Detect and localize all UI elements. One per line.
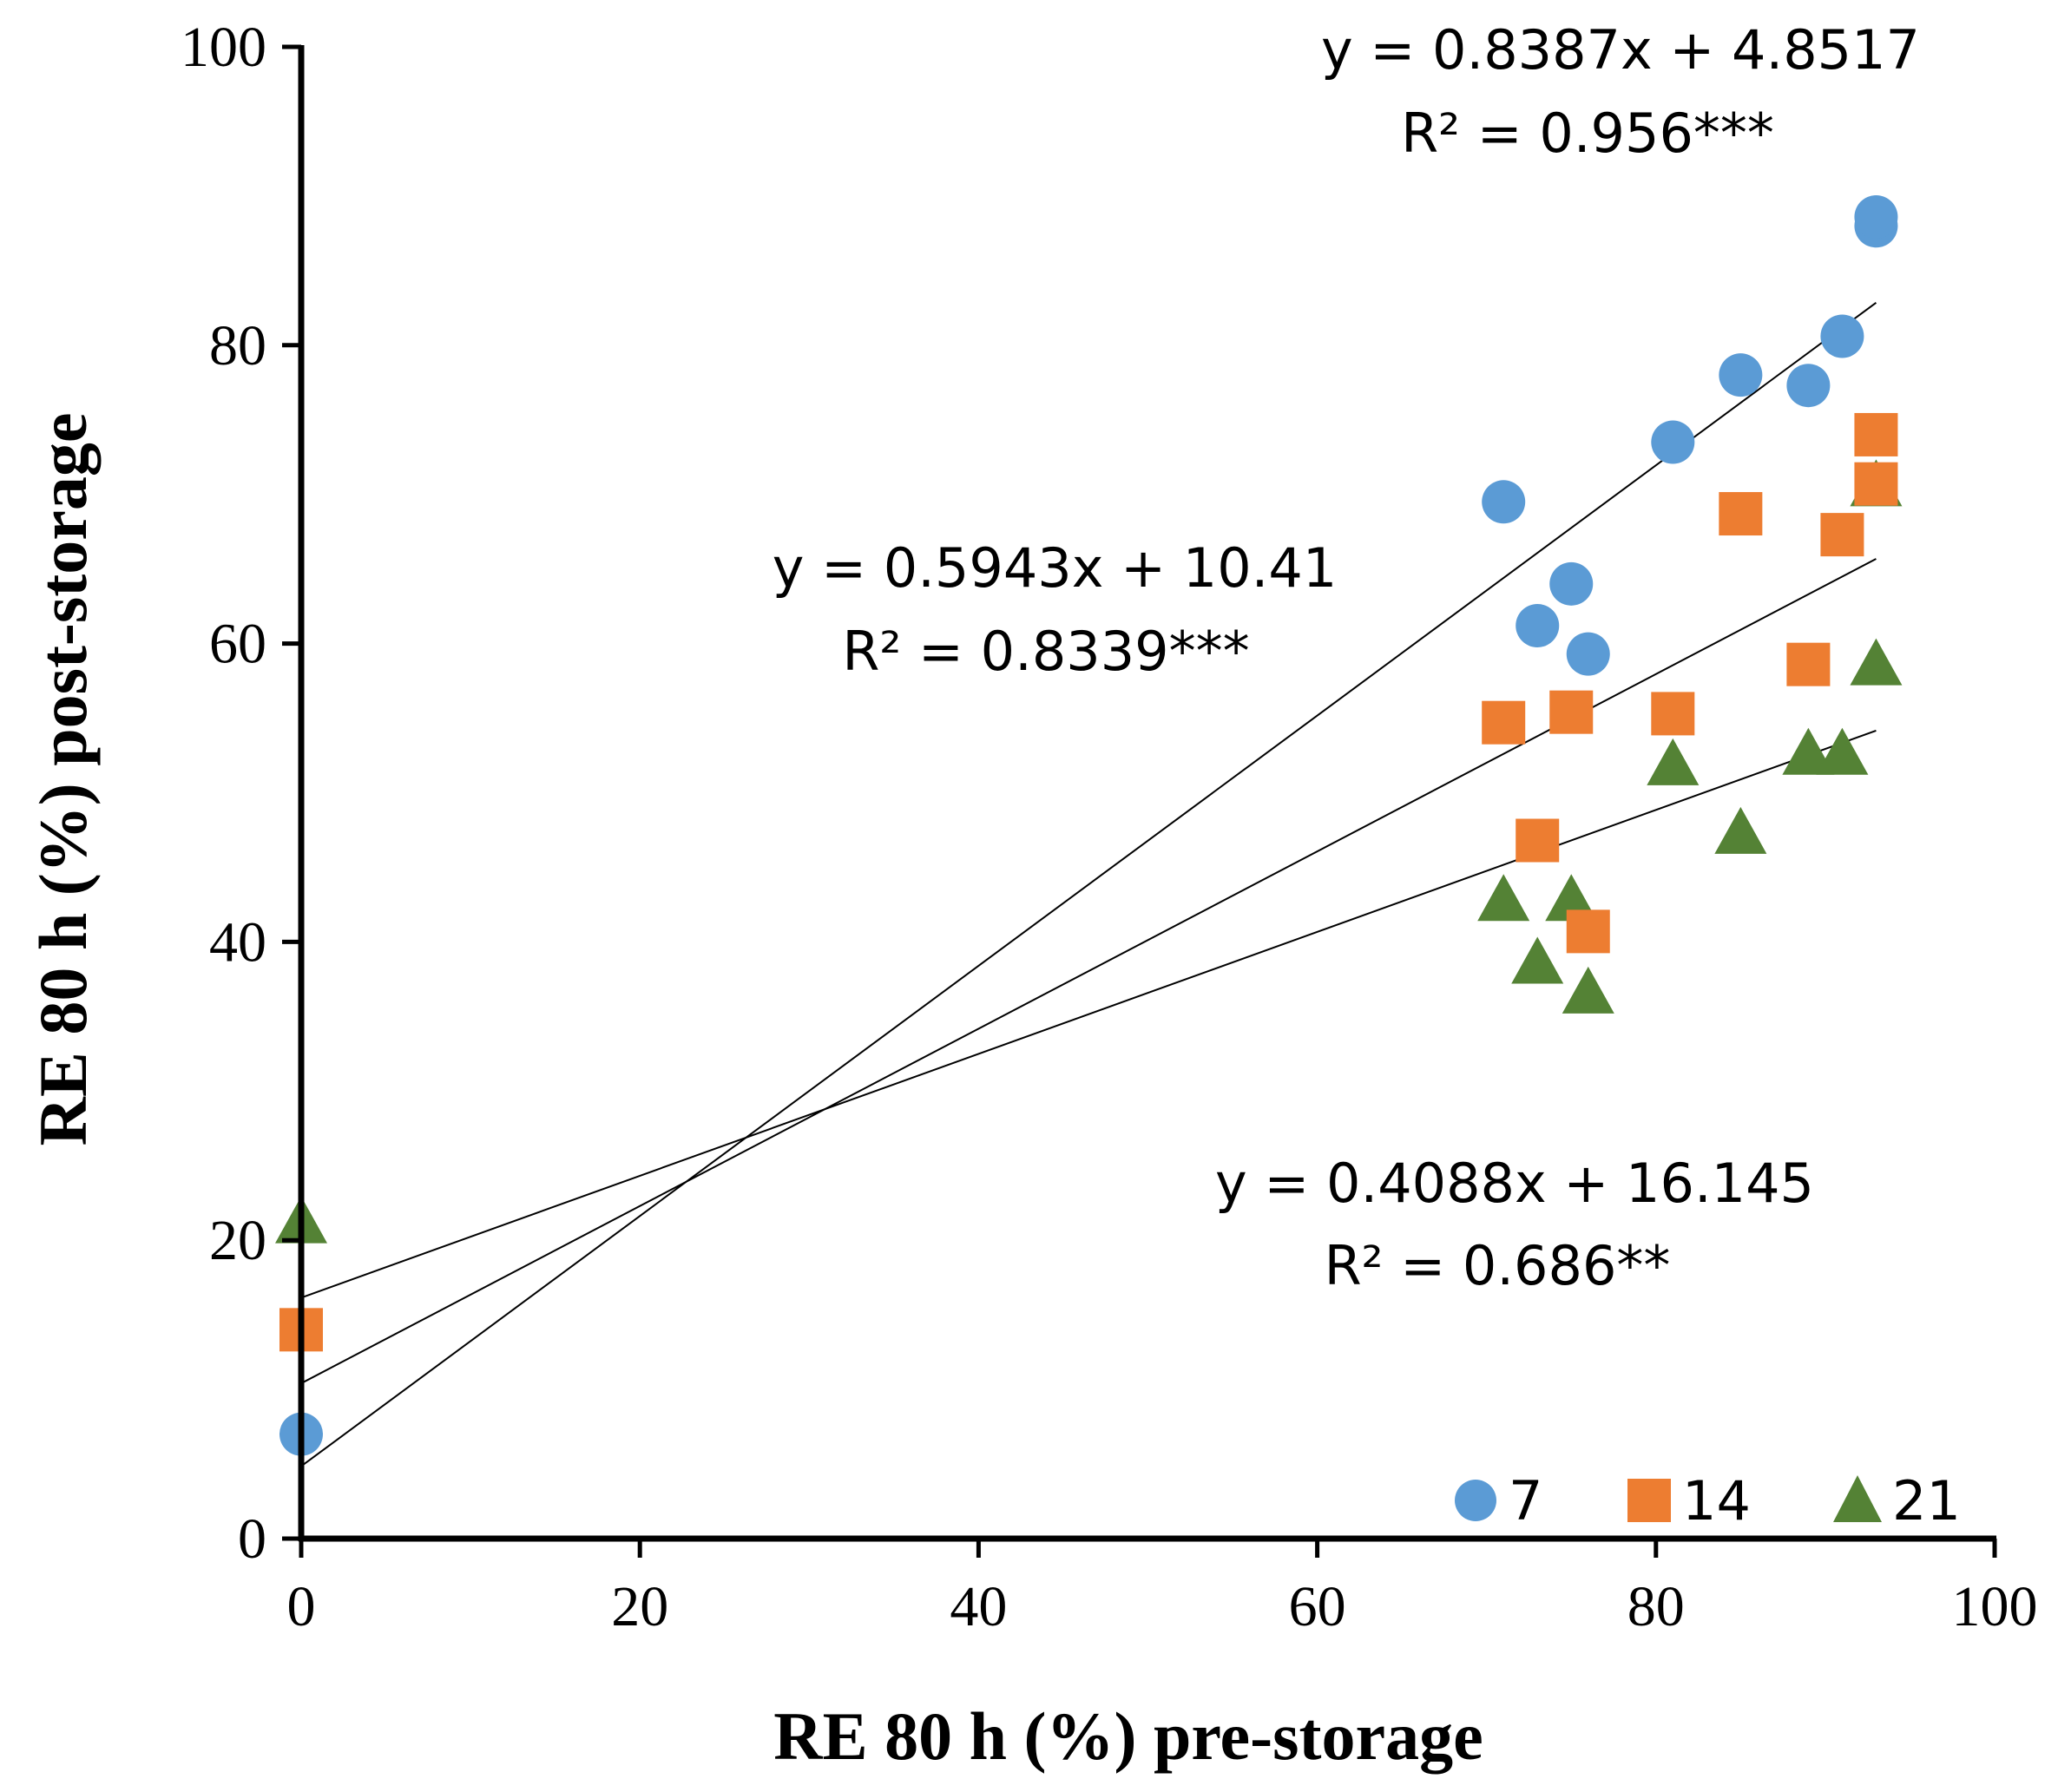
point-series-14-10	[1854, 462, 1898, 506]
point-series-21-4	[1562, 966, 1614, 1014]
point-series-21-3	[1545, 874, 1598, 922]
y-tick-label-0: 0	[238, 1507, 266, 1571]
legend-marker-14	[1627, 1479, 1671, 1522]
point-series-7-7	[1786, 364, 1831, 408]
point-series-14-3	[1549, 690, 1594, 734]
x-tick-label-5: 100	[1952, 1575, 2038, 1638]
equation-series-14: y = 0.5943x + 10.41	[773, 536, 1338, 600]
y-tick-label-1: 20	[209, 1209, 266, 1272]
x-tick-label-4: 80	[1627, 1575, 1685, 1638]
x-tick-label-3: 60	[1289, 1575, 1346, 1638]
point-series-7-4	[1566, 632, 1610, 676]
x-axis-title: RE 80 h (%) pre-storage	[773, 1698, 1483, 1774]
equation-series-21: y = 0.4088x + 16.145	[1215, 1152, 1814, 1215]
x-tick-label-0: 0	[287, 1575, 316, 1638]
y-tick-label-3: 60	[209, 613, 266, 676]
legend-label-14: 14	[1682, 1469, 1751, 1533]
point-series-14-9	[1854, 412, 1898, 456]
point-series-7-10	[1854, 194, 1898, 239]
point-series-21-6	[1714, 806, 1767, 854]
point-series-7-1	[1482, 480, 1526, 524]
point-series-21-5	[1647, 738, 1700, 785]
x-tick-label-1: 20	[611, 1575, 668, 1638]
legend: 7 14 21	[1455, 1469, 1961, 1533]
y-tick-label-2: 40	[209, 910, 266, 974]
point-series-7-8	[1820, 314, 1864, 358]
point-series-21-9	[1850, 638, 1903, 686]
point-series-7-3	[1549, 561, 1594, 606]
point-series-14-5	[1651, 692, 1695, 736]
trendline-series-14	[300, 558, 1877, 1384]
point-series-21-7	[1782, 727, 1835, 775]
point-series-14-1	[1482, 700, 1526, 745]
point-series-7-2	[1516, 603, 1560, 647]
marker-layer	[275, 194, 1903, 1456]
point-series-14-7	[1786, 642, 1831, 686]
point-series-14-4	[1566, 909, 1610, 954]
y-tick-label-5: 100	[181, 16, 266, 79]
point-series-21-2	[1511, 936, 1564, 984]
equation-series-7: y = 0.8387x + 4.8517	[1321, 18, 1920, 82]
trendline-series-21	[300, 729, 1877, 1299]
point-series-21-8	[1816, 727, 1869, 775]
point-series-14-6	[1719, 492, 1763, 536]
point-series-7-5	[1651, 420, 1695, 464]
x-tick-label-2: 40	[950, 1575, 1007, 1638]
y-axis-title: RE 80 h (%) post-storage	[25, 413, 101, 1146]
point-series-21-1	[1477, 874, 1530, 922]
point-series-14-2	[1516, 818, 1560, 863]
legend-label-7: 7	[1509, 1469, 1542, 1533]
r2-series-14: R² = 0.8339***	[842, 620, 1249, 683]
r2-series-21: R² = 0.686**	[1325, 1234, 1671, 1297]
legend-marker-21	[1833, 1475, 1882, 1522]
trendline-layer	[300, 301, 1877, 1467]
point-series-7-6	[1719, 353, 1763, 397]
tick-layer: 0 20 40 60 80 100 0 20 40 60 80 100	[181, 16, 2038, 1638]
point-series-14-8	[1820, 513, 1864, 557]
y-tick-label-4: 80	[209, 314, 266, 377]
legend-label-21: 21	[1892, 1469, 1961, 1533]
legend-marker-7	[1455, 1480, 1496, 1521]
trendline-series-7	[300, 301, 1877, 1467]
r2-series-7: R² = 0.956***	[1401, 102, 1774, 165]
